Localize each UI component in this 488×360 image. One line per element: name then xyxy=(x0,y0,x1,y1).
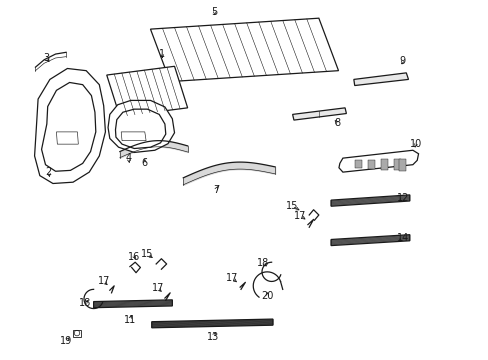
Polygon shape xyxy=(292,108,346,120)
Text: 15: 15 xyxy=(285,201,297,211)
Text: 17: 17 xyxy=(151,283,164,293)
Text: 13: 13 xyxy=(206,332,219,342)
Polygon shape xyxy=(338,150,418,172)
Text: 2: 2 xyxy=(45,167,52,177)
Text: 14: 14 xyxy=(396,233,408,243)
Polygon shape xyxy=(353,73,407,86)
Polygon shape xyxy=(330,235,409,246)
Bar xyxy=(393,159,400,170)
Text: 9: 9 xyxy=(399,56,405,66)
Text: 15: 15 xyxy=(141,249,153,259)
Polygon shape xyxy=(108,100,174,152)
Text: 7: 7 xyxy=(212,185,219,195)
Text: 11: 11 xyxy=(123,315,136,325)
Text: 8: 8 xyxy=(333,118,340,128)
Polygon shape xyxy=(106,66,187,117)
Text: 17: 17 xyxy=(225,273,238,283)
Text: 1: 1 xyxy=(159,49,165,59)
Bar xyxy=(380,159,387,170)
Polygon shape xyxy=(330,195,409,206)
Polygon shape xyxy=(93,300,172,308)
Text: 12: 12 xyxy=(396,193,408,203)
Text: 4: 4 xyxy=(125,153,131,163)
Text: 3: 3 xyxy=(43,53,49,63)
Text: 5: 5 xyxy=(211,6,218,17)
Text: 6: 6 xyxy=(142,158,147,168)
Bar xyxy=(399,158,406,171)
Text: 17: 17 xyxy=(294,211,306,221)
Bar xyxy=(367,160,374,169)
Text: 16: 16 xyxy=(128,252,140,261)
Text: 19: 19 xyxy=(60,336,72,346)
Text: 18: 18 xyxy=(256,258,268,268)
Polygon shape xyxy=(35,68,105,184)
Polygon shape xyxy=(151,319,272,328)
Text: 10: 10 xyxy=(409,139,421,149)
Text: 18: 18 xyxy=(79,298,91,308)
Text: 17: 17 xyxy=(97,276,110,287)
Text: 20: 20 xyxy=(261,291,273,301)
Bar xyxy=(354,160,361,168)
Bar xyxy=(73,329,81,337)
Polygon shape xyxy=(150,18,338,82)
